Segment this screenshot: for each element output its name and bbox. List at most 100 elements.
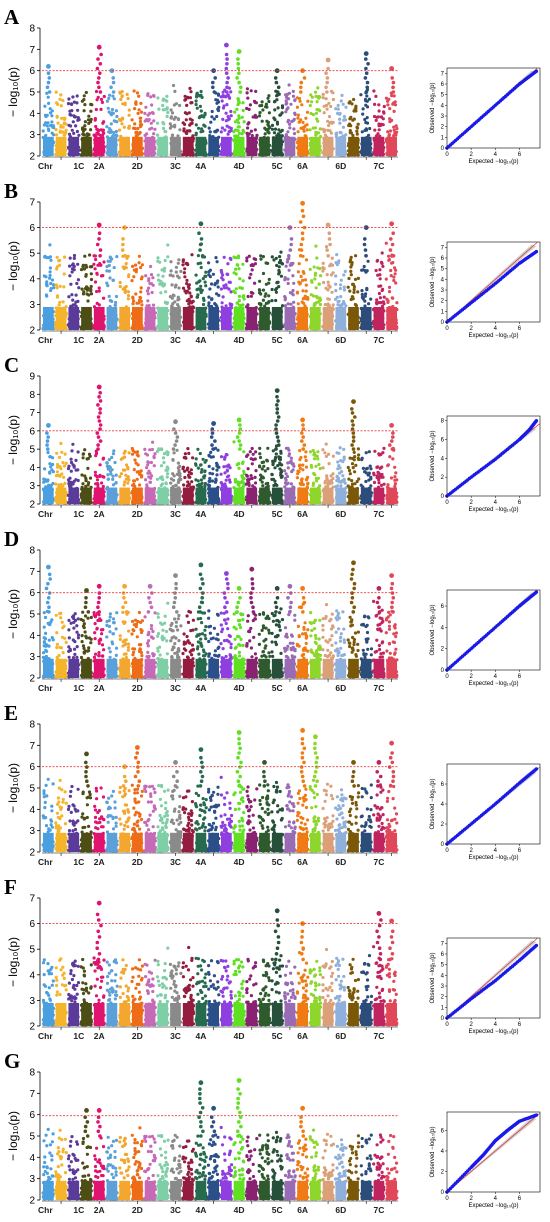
snp-point [369,297,373,301]
snp-point [186,473,191,477]
snp-point [55,267,59,271]
snp-point [242,120,246,124]
snp-point [145,289,150,293]
snp-point [98,391,102,395]
snp-point [176,274,180,278]
snp-point [149,273,154,277]
snp-point [384,277,388,281]
snp-point [127,275,131,279]
snp-point [199,261,203,265]
snp-point [245,473,249,477]
snp-point [160,482,164,486]
chr-tick-label: 2D [132,161,143,171]
snp-point [178,128,182,132]
snp-point [290,263,294,267]
snp-point [242,450,246,454]
snp-point [185,278,189,282]
snp-point [273,108,277,112]
snp-point [224,71,229,75]
snp-point [144,105,148,109]
snp-point [178,464,182,468]
snp-point [337,299,341,303]
snp-point [246,96,250,100]
snp-point [304,289,308,293]
snp-point [224,478,228,482]
snp-point [222,104,226,108]
snp-point [226,132,230,136]
snp-point [365,85,370,90]
snp-point [215,464,219,468]
snp-point [107,269,111,273]
snp-point [261,271,266,276]
chr-tick-label: 5C [272,161,283,171]
snp-point [126,467,130,471]
snp-point [137,254,141,258]
y-tick-label: 4 [29,274,35,285]
chr-tick-label: 7C [373,161,384,171]
snp-point [185,484,189,488]
snp-density [144,306,156,330]
snp-point [101,128,105,132]
snp-point [146,299,150,303]
peak-snp [325,222,331,228]
snp-point [121,237,125,241]
snp-point [199,265,203,270]
snp-point [377,103,381,107]
snp-point [275,90,280,94]
snp-density [132,487,143,504]
snp-point [98,133,103,137]
snp-point [55,295,60,299]
snp-point [124,284,128,289]
snp-point [71,298,75,302]
snp-point [48,455,53,459]
snp-point [312,265,316,269]
snp-point [392,94,396,98]
snp-point [219,268,223,273]
snp-density [81,487,92,504]
snp-point [254,450,258,454]
snp-point [236,263,240,267]
snp-point [253,475,257,479]
snp-point [225,90,229,94]
snp-point [350,263,354,267]
snp-point [263,132,267,136]
snp-point [161,478,165,482]
snp-point [259,302,263,306]
snp-point [81,482,85,486]
snp-point [43,467,47,471]
snp-point [166,451,170,455]
snp-point [278,255,282,259]
snp-point [365,269,369,273]
snp-point [314,94,318,98]
snp-point [122,125,126,129]
snp-point [197,482,202,486]
snp-point [149,95,153,99]
snp-point [241,279,245,283]
snp-point [75,94,79,98]
snp-point [182,483,186,487]
snp-point [188,86,192,90]
snp-point [331,97,335,102]
chr-3C-points [169,419,183,505]
peak-snp [325,57,331,63]
snp-point [97,85,101,90]
snp-point [393,100,397,104]
snp-point [248,276,252,280]
chr-tick-label: 2A [94,335,105,345]
snp-point [93,473,98,477]
snp-point [130,279,134,283]
peak-snp [389,221,394,227]
qq-y-tick-label: 7 [441,245,445,251]
snp-point [260,100,264,104]
snp-point [284,134,288,138]
snp-point [165,107,169,111]
snp-point [126,297,130,301]
snp-point [210,443,214,447]
snp-point [351,282,355,286]
snp-point [96,80,100,85]
snp-point [198,451,202,456]
snp-point [151,440,155,444]
snp-point [295,105,299,109]
snp-density [297,136,308,156]
